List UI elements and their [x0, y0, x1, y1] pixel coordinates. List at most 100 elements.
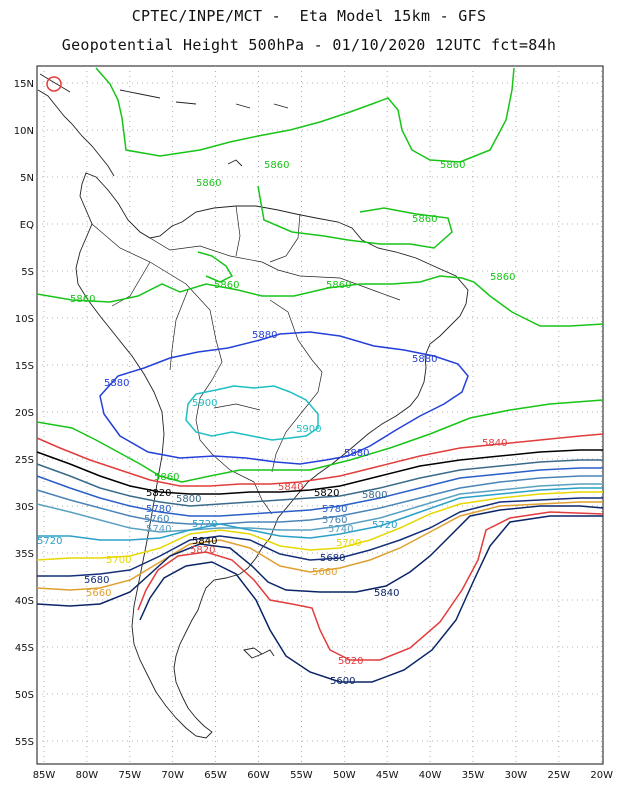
contour-label: 5860: [440, 160, 465, 171]
contour-label: 5900: [192, 398, 217, 409]
lon-tick-label: 20W: [590, 770, 613, 781]
contour-5660: [36, 501, 603, 591]
contour-5860-south: [36, 399, 604, 483]
contour-label: 5800: [362, 490, 387, 501]
lon-tick-label: 80W: [76, 770, 99, 781]
contour-label: 5700: [336, 538, 361, 549]
contour-5640-south: [36, 505, 604, 607]
country-borders: [91, 205, 401, 515]
contour-label: 5860: [70, 294, 95, 305]
lat-tick-label: 55S: [15, 737, 34, 748]
contour-label: 5620: [338, 656, 363, 667]
contour-5860-mid: [36, 275, 604, 327]
contour-labels: 5860 5860 5860 5860 5860 5860 5860 5860 …: [37, 160, 515, 687]
contour-label: 5740: [146, 524, 171, 535]
contour-label: 5880: [252, 330, 277, 341]
contour-label: 5880: [104, 378, 129, 389]
lat-tick-label: 50S: [15, 690, 34, 701]
contour-5780: [36, 467, 603, 517]
lon-tick-label: 65W: [204, 770, 227, 781]
lat-tick-label: 35S: [15, 549, 34, 560]
contour-label: 5680: [320, 553, 345, 564]
contour-5720: [37, 487, 603, 541]
contour-label: 5900: [296, 424, 321, 435]
contour-label: 5700: [106, 555, 131, 566]
lat-tick-label: 45S: [15, 643, 34, 654]
contour-5840-north: [36, 433, 604, 487]
contour-label: 5860: [326, 280, 351, 291]
contour-label: 5860: [154, 472, 179, 483]
contour-5600: [139, 515, 603, 683]
lon-tick-label: 50W: [333, 770, 356, 781]
contour-label: 5720: [372, 520, 397, 531]
plot-frame: [36, 65, 604, 765]
lon-tick-label: 70W: [161, 770, 184, 781]
lat-tick-label: EQ: [20, 220, 34, 231]
map-title-field: Geopotential Height 500hPa - 01/10/2020 …: [61, 36, 557, 54]
contour-5800: [36, 459, 603, 507]
contour-label: 5840: [374, 588, 399, 599]
contour-label: 5660: [86, 588, 111, 599]
contour-label: 5840: [278, 482, 303, 493]
contour-5740: [36, 483, 603, 533]
lat-tick-label: 15N: [14, 79, 34, 90]
lon-tick-label: 55W: [290, 770, 313, 781]
contour-5900: [185, 385, 319, 441]
contour-label: 5800: [176, 494, 201, 505]
contour-label: 5840: [192, 536, 217, 547]
contour-label: 5720: [37, 536, 62, 547]
lon-tick-label: 30W: [505, 770, 528, 781]
contour-5860-bolivia: [197, 251, 234, 283]
contour-5680: [37, 497, 603, 577]
contour-label: 5680: [84, 575, 109, 586]
latitude-ticks: 15N 10N 5N EQ 5S 10S 15S 20S 25S 30S 35S 40S 45S 50S 5…: [14, 79, 34, 748]
lat-tick-label: 20S: [15, 408, 34, 419]
lat-tick-label: 10N: [14, 126, 34, 137]
contour-label: 5760: [144, 514, 169, 525]
contour-label: 5860: [196, 178, 221, 189]
land-outlines: [37, 73, 469, 739]
contour-label: 5880: [344, 448, 369, 459]
contour-label: 5860: [214, 280, 239, 291]
longitude-ticks: 85W 80W 75W 70W 65W 60W 55W 50W 45W 40W 35W 30W 25W 2…: [33, 770, 613, 781]
contour-label: 5860: [490, 272, 515, 283]
contour-label: 5780: [146, 504, 171, 515]
caribbean-islands: [119, 89, 289, 167]
contour-5820: [36, 449, 603, 495]
graticule: [37, 66, 603, 764]
contour-label: 5720: [192, 519, 217, 530]
contour-label: 5760: [322, 515, 347, 526]
contour-5860-north: [95, 67, 515, 163]
contour-label: 5780: [322, 504, 347, 515]
contour-label: 5820: [314, 488, 339, 499]
contour-5880: [99, 331, 469, 465]
lat-tick-label: 15S: [15, 361, 34, 372]
map-title-model: CPTEC/INPE/MCT - Eta Model 15km - GFS: [131, 7, 487, 25]
marker-circle: [46, 76, 62, 92]
contour-label: 5660: [312, 567, 337, 578]
contour-label: 5820: [190, 545, 215, 556]
lat-tick-label: 5S: [21, 267, 34, 278]
contour-5700: [36, 491, 603, 561]
lat-tick-label: 10S: [15, 314, 34, 325]
lon-tick-label: 75W: [118, 770, 141, 781]
lat-tick-label: 30S: [15, 502, 34, 513]
contour-label: 5820: [146, 488, 171, 499]
contour-5760: [36, 475, 603, 525]
contour-5620: [137, 511, 604, 661]
central-america-coast: [37, 73, 115, 177]
lon-tick-label: 60W: [247, 770, 270, 781]
lat-tick-label: 40S: [15, 596, 34, 607]
contour-label: 5860: [264, 160, 289, 171]
contour-label: 5840: [482, 438, 507, 449]
lon-tick-label: 85W: [33, 770, 56, 781]
lon-tick-label: 25W: [547, 770, 570, 781]
contour-label: 5880: [412, 354, 437, 365]
contour-label: 5740: [328, 524, 353, 535]
geopotential-contours: [36, 67, 604, 683]
lat-tick-label: 5N: [20, 173, 34, 184]
falkland-islands: [243, 647, 275, 659]
lat-tick-label: 25S: [15, 455, 34, 466]
contour-label: 5860: [412, 214, 437, 225]
